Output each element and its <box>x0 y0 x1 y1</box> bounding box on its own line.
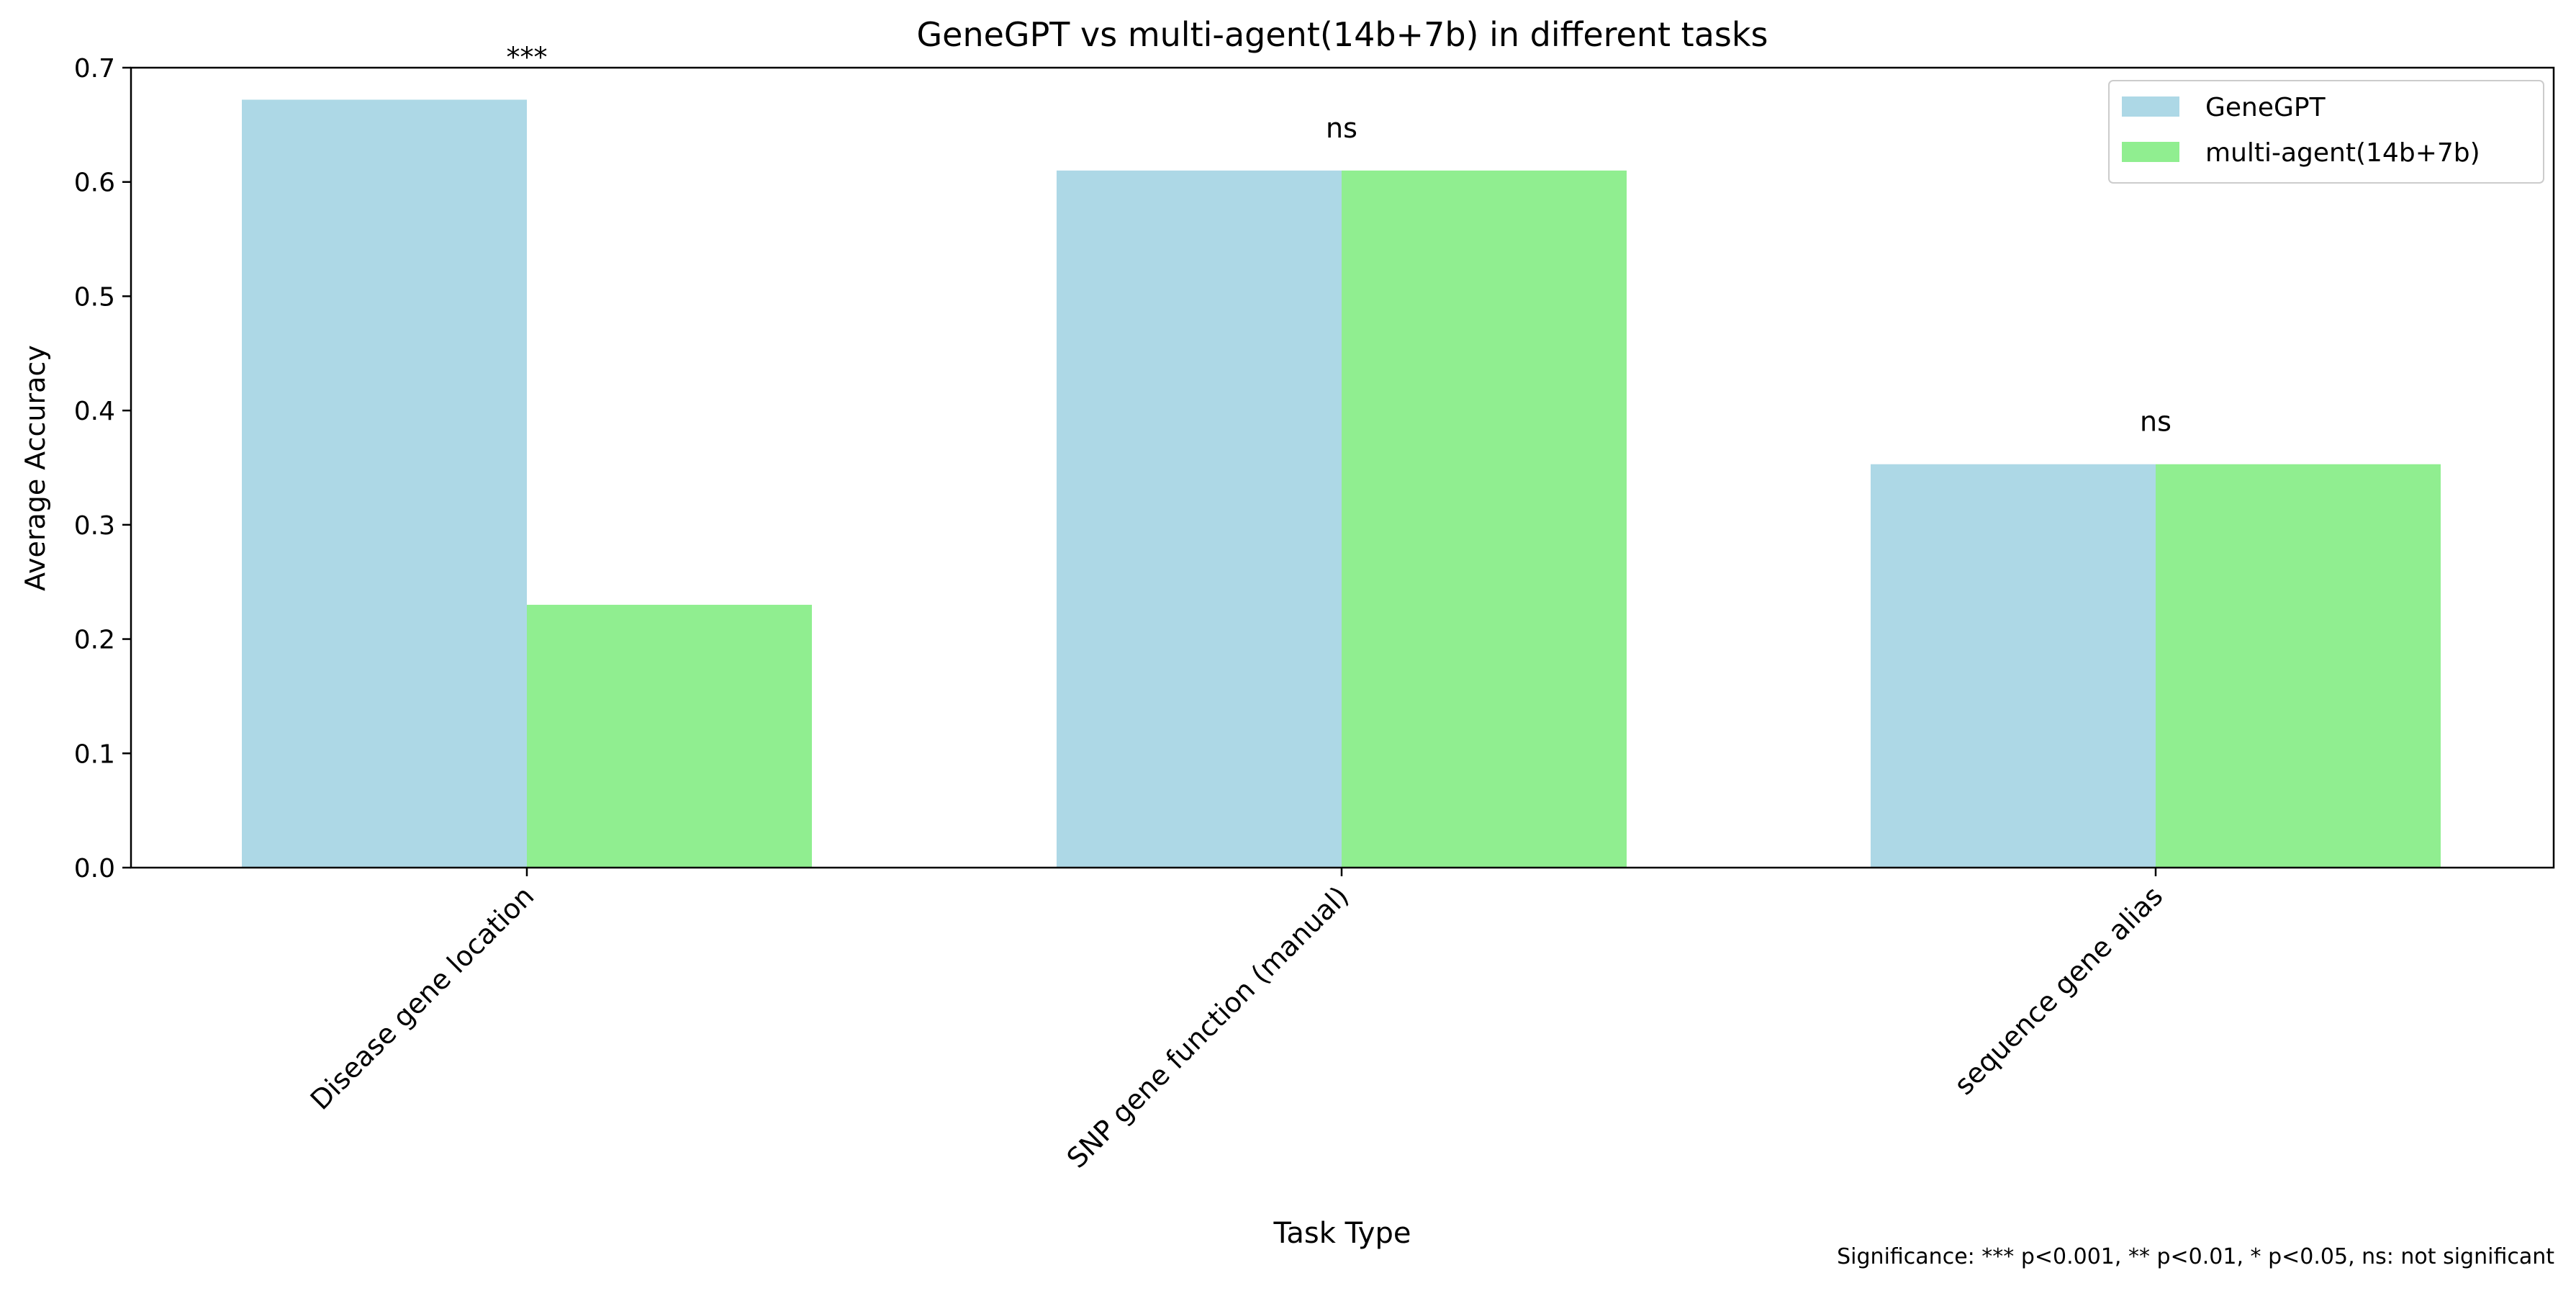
x-tick-label: Disease gene location <box>304 880 541 1116</box>
x-axis-label: Task Type <box>1273 1217 1411 1250</box>
legend-swatch-multi-agent <box>2122 142 2179 162</box>
bar-genegpt-2 <box>1871 464 2156 868</box>
bars-group <box>242 99 2441 868</box>
y-tick-label: 0.7 <box>74 54 115 84</box>
x-tick-label: SNP gene function (manual) <box>1061 880 1355 1174</box>
legend-label-genegpt: GeneGPT <box>2205 93 2326 122</box>
y-axis: 0.0 0.1 0.2 0.3 0.4 0.5 0.6 0.7 <box>74 54 131 883</box>
legend: GeneGPT multi-agent(14b+7b) <box>2108 80 2544 184</box>
y-tick-label: 0.4 <box>74 397 115 426</box>
bar-genegpt-1 <box>1057 170 1342 868</box>
y-tick-label: 0.6 <box>74 168 115 198</box>
x-tick-label: sequence gene alias <box>1948 880 2169 1101</box>
y-tick-label: 0.2 <box>74 626 115 655</box>
significance-label-2: ns <box>2140 406 2171 438</box>
bar-multi-agent-2 <box>2156 464 2441 868</box>
y-tick-label: 0.1 <box>74 739 115 769</box>
x-axis: Disease gene location SNP gene function (… <box>304 868 2169 1174</box>
legend-label-multi-agent: multi-agent(14b+7b) <box>2205 138 2480 168</box>
bar-multi-agent-1 <box>1342 170 1627 868</box>
y-tick-label: 0.3 <box>74 511 115 541</box>
bar-multi-agent-0 <box>527 604 812 868</box>
y-axis-label: Average Accuracy <box>19 345 51 591</box>
y-tick-label: 0.5 <box>74 282 115 312</box>
legend-swatch-genegpt <box>2122 96 2179 117</box>
chart-title: GeneGPT vs multi-agent(14b+7b) in differ… <box>917 15 1768 54</box>
significance-footnote: Significance: *** p<0.001, ** p<0.01, * … <box>1837 1244 2554 1269</box>
significance-label-1: ns <box>1326 112 1357 144</box>
y-tick-label: 0.0 <box>74 854 115 883</box>
bar-genegpt-0 <box>242 99 527 868</box>
legend-frame <box>2108 80 2544 184</box>
